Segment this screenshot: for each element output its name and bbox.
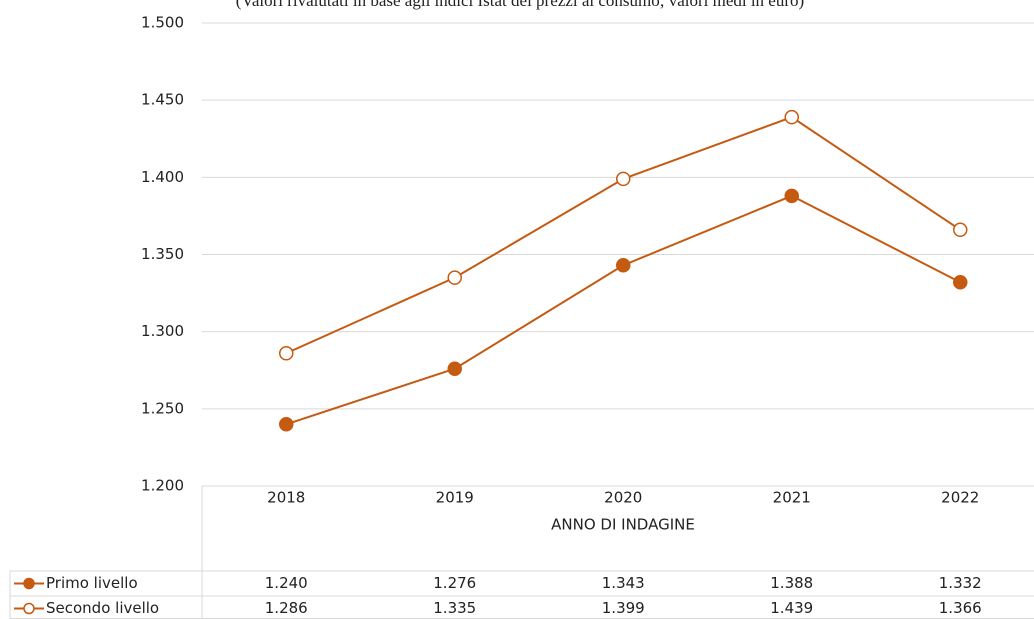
- table-cell: 1.388: [770, 574, 813, 592]
- table-cell: 1.332: [939, 574, 982, 592]
- legend-marker: [23, 602, 35, 615]
- table-cell: 1.399: [602, 599, 645, 617]
- point: [953, 275, 968, 290]
- point: [784, 109, 799, 125]
- x-tick-label: 2022: [941, 489, 979, 507]
- point: [953, 222, 968, 238]
- point: [447, 270, 462, 285]
- table-cell: 1.276: [433, 574, 476, 592]
- legend-marker: [23, 577, 35, 590]
- x-axis-title: ANNO DI INDAGINE: [551, 516, 695, 534]
- y-tick-label: 1.350: [141, 245, 184, 263]
- y-tick-label: 1.200: [141, 477, 184, 495]
- point: [447, 361, 462, 376]
- y-tick-label: 1.300: [141, 322, 184, 340]
- table-cell: 1.286: [265, 599, 308, 617]
- y-tick-label: 1.250: [141, 399, 184, 417]
- point: [784, 188, 799, 204]
- y-tick-label: 1.450: [141, 91, 184, 109]
- x-tick-label: 2019: [436, 489, 474, 507]
- table-cell: 1.439: [770, 599, 813, 617]
- table-cell: 1.335: [433, 599, 476, 617]
- point: [616, 258, 631, 273]
- point: [279, 417, 294, 432]
- series-line: [285, 116, 961, 355]
- point: [279, 346, 294, 361]
- y-tick-label: 1.500: [141, 14, 184, 32]
- x-tick-label: 2020: [604, 489, 642, 507]
- table-cell: 1.240: [265, 574, 308, 592]
- x-tick-label: 2021: [773, 489, 811, 507]
- y-tick-label: 1.400: [141, 168, 184, 186]
- legend-label: Primo livello: [46, 574, 138, 592]
- table-cell: 1.366: [939, 599, 982, 617]
- series-line: [285, 194, 961, 426]
- x-tick-label: 2018: [267, 489, 305, 507]
- table-cell: 1.343: [602, 574, 645, 592]
- chart-subtitle: (Valori rivalutati in base agli indici I…: [236, 0, 804, 10]
- legend-label: Secondo livello: [46, 599, 159, 617]
- point: [616, 171, 631, 187]
